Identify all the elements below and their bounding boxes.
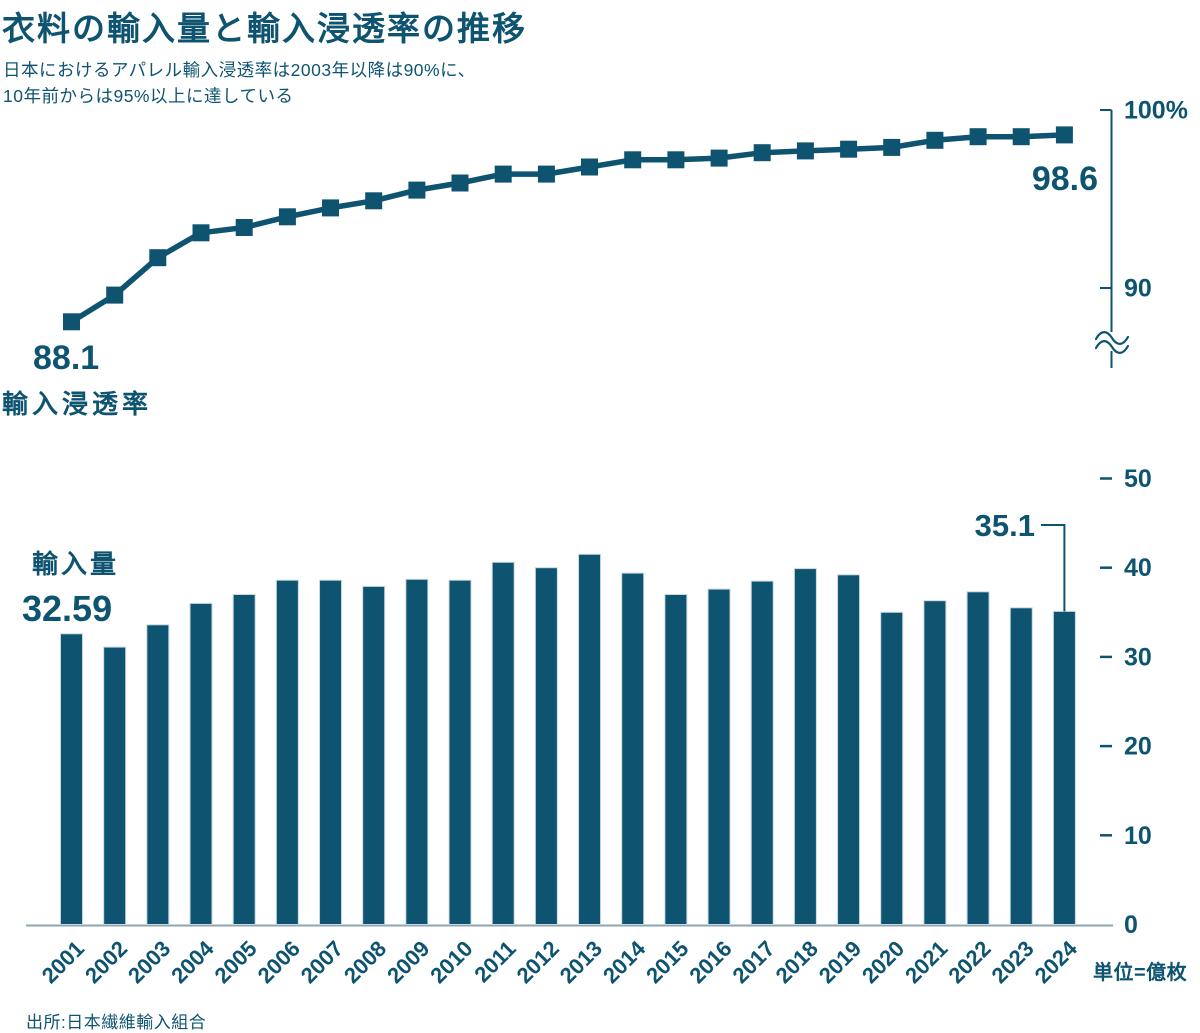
marker-2023: [1012, 128, 1030, 146]
marker-2003: [149, 249, 167, 267]
subtitle-line-2: 10年前からは95%以上に達している: [3, 86, 294, 106]
year-label-2016: 2016: [684, 936, 736, 988]
bar-2008: [362, 585, 386, 926]
marker-2022: [969, 128, 987, 146]
year-label-2012: 2012: [512, 936, 564, 988]
bar-axis-tick-label-0: 0: [1124, 911, 1138, 939]
bar-2016: [707, 588, 731, 925]
bar-axis-tick-label-20: 20: [1124, 733, 1152, 761]
bar-2020: [880, 611, 904, 925]
marker-2006: [278, 208, 296, 226]
bar-2014: [621, 572, 645, 925]
penetration-first-value-label: 88.1: [33, 339, 100, 377]
line-axis-tick-label-90: 90: [1124, 275, 1152, 303]
last-bar-callout-line: [1041, 524, 1066, 612]
bar-2002: [103, 646, 127, 925]
marker-2017: [753, 144, 771, 162]
bar-2005: [232, 594, 256, 925]
bar-2011: [491, 561, 515, 925]
bar-2019: [837, 574, 861, 925]
bar-2017: [750, 580, 774, 925]
marker-2016: [710, 149, 728, 167]
bar-2024: [1052, 610, 1076, 926]
marker-2014: [624, 151, 642, 169]
year-label-2015: 2015: [641, 936, 693, 988]
bar-2018: [793, 568, 817, 925]
year-label-2014: 2014: [598, 935, 651, 988]
bar-axis-tick-label-10: 10: [1124, 822, 1152, 850]
axis-break-wave-2: [1094, 340, 1130, 354]
bar-2003: [146, 624, 170, 925]
year-label-2021: 2021: [900, 936, 952, 988]
axis-break-wave-1: [1094, 331, 1130, 345]
marker-2008: [365, 192, 383, 210]
year-label-2005: 2005: [209, 936, 261, 988]
source-note: 出所:日本繊維輸入組合: [26, 1013, 207, 1032]
year-label-2020: 2020: [857, 936, 909, 988]
marker-2021: [926, 131, 944, 149]
volume-last-value-label: 35.1: [974, 508, 1035, 543]
year-label-2004: 2004: [166, 935, 219, 988]
chart-subtitle: 日本におけるアパレル輸入浸透率は2003年以降は90%に、 10年前からは95%…: [3, 57, 476, 109]
bar-2021: [923, 600, 947, 925]
marker-2001: [63, 313, 80, 331]
volume-first-value-label: 32.59: [22, 588, 113, 629]
volume-series-label: 輸入量: [32, 549, 120, 579]
marker-2024: [1055, 126, 1073, 144]
penetration-last-value-label: 98.6: [1031, 160, 1098, 198]
year-label-2011: 2011: [469, 936, 520, 987]
year-label-2022: 2022: [943, 936, 995, 988]
penetration-series-label: 輸入浸透率: [2, 389, 153, 419]
marker-2018: [796, 142, 814, 160]
year-label-2019: 2019: [814, 936, 866, 988]
bar-2004: [189, 602, 213, 926]
marker-2007: [322, 199, 339, 217]
bar-axis-tick-label-30: 30: [1124, 643, 1152, 671]
bar-2013: [578, 553, 602, 925]
marker-2020: [883, 138, 901, 156]
year-label-2006: 2006: [253, 936, 305, 988]
marker-2013: [581, 158, 598, 176]
bar-2022: [966, 591, 990, 925]
bar-2010: [448, 579, 472, 925]
bar-2023: [1009, 607, 1033, 925]
marker-2009: [408, 181, 426, 199]
year-label-2024: 2024: [1030, 935, 1083, 988]
bar-2009: [405, 578, 429, 925]
page-title: 衣料の輸入量と輸入浸透率の推移: [2, 10, 527, 47]
bar-axis-tick-label-50: 50: [1124, 465, 1152, 493]
subtitle-line-1: 日本におけるアパレル輸入浸透率は2003年以降は90%に、: [3, 60, 476, 80]
line-axis-tick-label-100: 100%: [1124, 97, 1188, 125]
penetration-line: [70, 132, 1065, 325]
marker-2011: [494, 165, 512, 183]
year-label-2008: 2008: [339, 936, 391, 988]
year-label-2018: 2018: [771, 936, 823, 988]
marker-2015: [667, 151, 685, 169]
year-label-2007: 2007: [296, 936, 348, 988]
marker-2002: [106, 286, 124, 304]
bar-2006: [275, 579, 299, 925]
year-label-2002: 2002: [80, 936, 132, 988]
bar-axis-tick-label-40: 40: [1124, 554, 1152, 582]
year-label-2010: 2010: [425, 936, 477, 988]
marker-2012: [537, 165, 555, 183]
bar-2001: [60, 633, 83, 925]
marker-2004: [192, 224, 210, 242]
bar-2012: [534, 567, 558, 925]
year-label-2017: 2017: [727, 936, 779, 988]
bar-2015: [664, 594, 688, 925]
year-label-2001: 2001: [37, 936, 89, 988]
year-label-2009: 2009: [382, 936, 434, 988]
year-label-2013: 2013: [555, 936, 607, 988]
marker-2010: [451, 174, 469, 192]
marker-2005: [235, 219, 253, 236]
marker-2019: [840, 140, 858, 158]
unit-label: 単位=億枚: [1093, 962, 1188, 984]
year-label-2003: 2003: [123, 936, 175, 988]
bar-2007: [319, 579, 343, 925]
year-label-2023: 2023: [986, 936, 1038, 988]
